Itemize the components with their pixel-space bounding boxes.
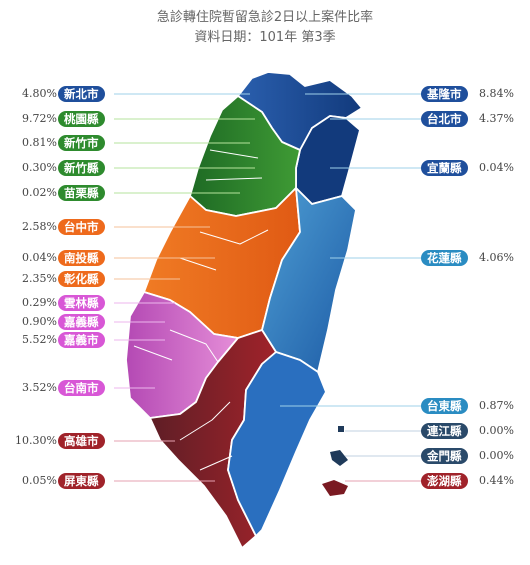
region-name-label: 台北市 — [421, 111, 468, 127]
region-name-label: 基隆市 — [421, 86, 468, 102]
region-name-label: 台南市 — [58, 380, 105, 396]
region-value-label: 8.84% — [479, 87, 514, 100]
region-name-label: 嘉義縣 — [58, 314, 105, 330]
region-name-label: 金門縣 — [421, 448, 468, 464]
region-value-label: 0.04% — [479, 161, 514, 174]
region-value-label: 2.35% — [22, 272, 57, 285]
region-name-label: 連江縣 — [421, 423, 468, 439]
region-name-label: 澎湖縣 — [421, 473, 468, 489]
region-name-label: 彰化縣 — [58, 271, 105, 287]
region-value-label: 0.05% — [22, 474, 57, 487]
region-value-label: 10.30% — [15, 434, 57, 447]
region-value-label: 4.37% — [479, 112, 514, 125]
region-value-label: 0.04% — [22, 251, 57, 264]
region-taitung — [227, 351, 327, 537]
region-name-label: 屏東縣 — [58, 473, 105, 489]
region-name-label: 桃園縣 — [58, 111, 105, 127]
kinmen-island — [330, 450, 348, 466]
region-value-label: 3.52% — [22, 381, 57, 394]
region-value-label: 0.30% — [22, 161, 57, 174]
region-value-label: 0.44% — [479, 474, 514, 487]
chart-title: 急診轉住院暫留急診2日以上案件比率 — [156, 10, 374, 25]
region-name-label: 南投縣 — [58, 250, 105, 266]
region-name-label: 嘉義市 — [58, 332, 105, 348]
region-value-label: 4.06% — [479, 251, 514, 264]
penghu-island — [322, 480, 348, 496]
region-value-label: 0.90% — [22, 315, 57, 328]
region-value-label: 0.29% — [22, 296, 57, 309]
region-value-label: 0.81% — [22, 136, 57, 149]
region-name-label: 新北市 — [58, 86, 105, 102]
matsu-island — [338, 426, 344, 432]
region-value-label: 4.80% — [22, 87, 57, 100]
region-value-label: 2.58% — [22, 220, 57, 233]
region-name-label: 新竹市 — [58, 135, 105, 151]
region-name-label: 花蓮縣 — [421, 250, 468, 266]
region-value-label: 0.00% — [479, 449, 514, 462]
region-name-label: 台東縣 — [421, 398, 468, 414]
region-name-label: 雲林縣 — [58, 295, 105, 311]
region-name-label: 新竹縣 — [58, 160, 105, 176]
region-name-label: 台中市 — [58, 219, 105, 235]
region-name-label: 宜蘭縣 — [421, 160, 468, 176]
region-name-label: 苗栗縣 — [58, 185, 105, 201]
region-value-label: 0.00% — [479, 424, 514, 437]
region-name-label: 高雄市 — [58, 433, 105, 449]
region-value-label: 0.87% — [479, 399, 514, 412]
chart-subtitle: 資料日期：101年 第3季 — [194, 30, 336, 45]
region-value-label: 5.52% — [22, 333, 57, 346]
region-value-label: 9.72% — [22, 112, 57, 125]
region-value-label: 0.02% — [22, 186, 57, 199]
